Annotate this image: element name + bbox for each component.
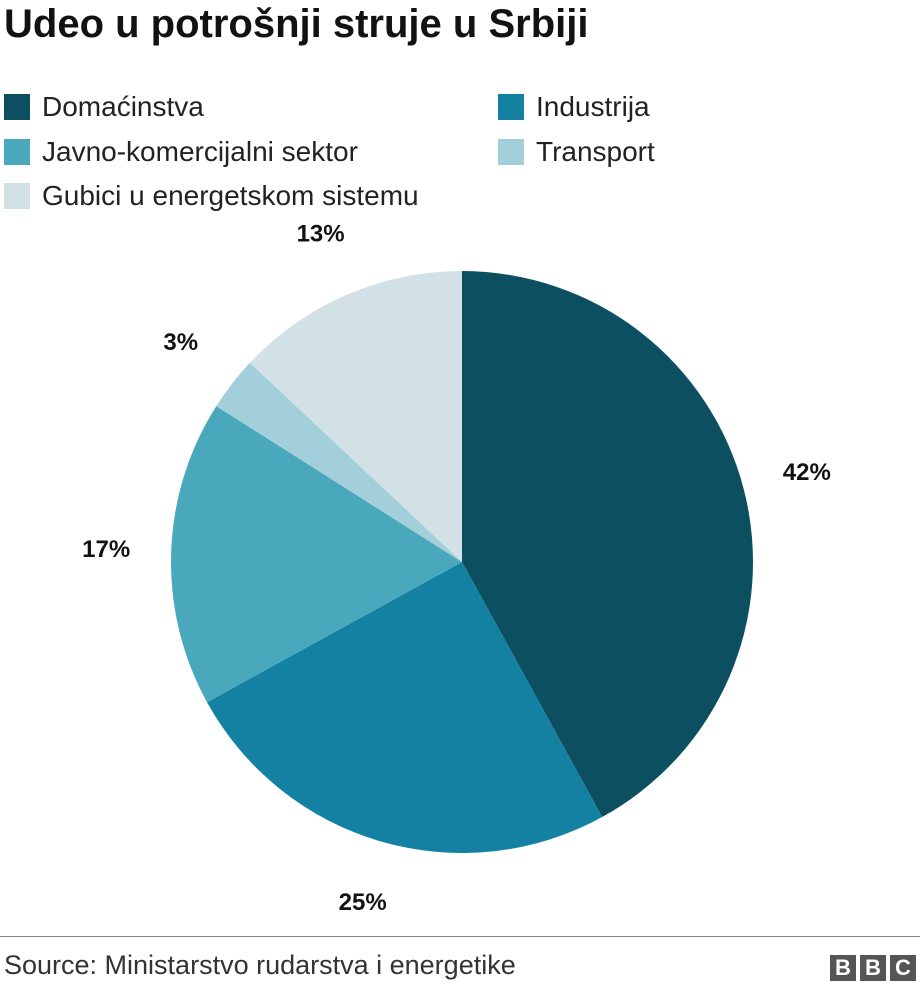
slice-value-label: 13% (297, 221, 345, 248)
pie-chart: 42% 25% 17% 3% 13% (82, 221, 831, 917)
slice-value-label: 42% (783, 459, 831, 486)
legend-label: Gubici u energetskom sistemu (42, 180, 419, 211)
source-text: Source: Ministarstvo rudarstva i energet… (4, 950, 516, 980)
legend-swatch (4, 94, 30, 120)
pie-slice-3 (216, 362, 462, 562)
legend-swatch (498, 94, 524, 120)
pie-slice-0 (462, 271, 753, 818)
bbc-logo-letter: B (860, 955, 886, 981)
footer-divider (0, 936, 920, 937)
legend-swatch (4, 139, 30, 165)
legend-item-domacinstva: Domaćinstva (4, 91, 204, 122)
legend-item-javno-komercijalni: Javno-komercijalni sektor (4, 136, 358, 167)
legend-label: Transport (536, 136, 655, 167)
slice-value-label: 3% (163, 329, 198, 356)
slice-value-label: 25% (339, 889, 387, 916)
pie-slice-1 (206, 562, 603, 854)
legend-swatch (498, 139, 524, 165)
legend-label: Javno-komercijalni sektor (42, 136, 358, 167)
legend-item-gubici: Gubici u energetskom sistemu (4, 180, 419, 211)
pie-slice-2 (171, 406, 462, 703)
bbc-logo-letter: C (890, 955, 916, 981)
bbc-logo: B B C (830, 955, 916, 981)
legend-item-industrija: Industrija (498, 91, 650, 122)
pie-slice-4 (249, 271, 462, 562)
legend-label: Domaćinstva (42, 91, 204, 122)
legend-label: Industrija (536, 91, 650, 122)
chart-title: Udeo u potrošnji struje u Srbiji (4, 2, 589, 46)
legend-swatch (4, 183, 30, 209)
bbc-logo-letter: B (830, 955, 856, 981)
legend-item-transport: Transport (498, 136, 655, 167)
slice-value-label: 17% (82, 536, 130, 563)
